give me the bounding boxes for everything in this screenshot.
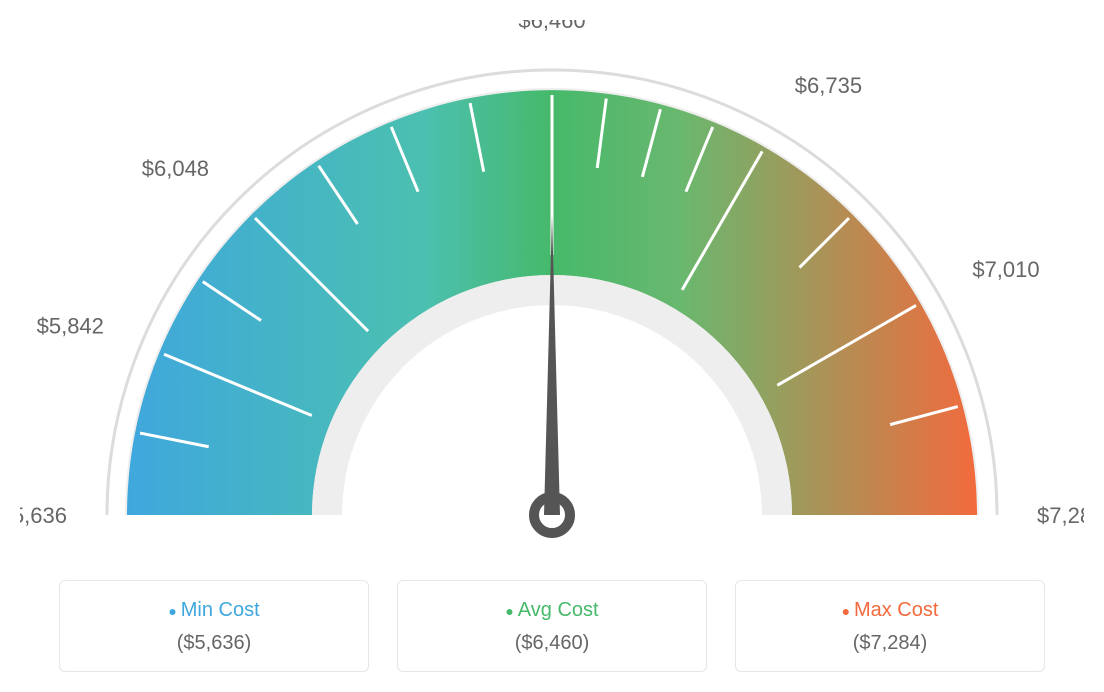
gauge-chart: $5,636 $5,842 $6,048 $6,460 $6,735 $7,010 $7,2… bbox=[20, 20, 1084, 560]
legend-card-min: Min Cost ($5,636) bbox=[59, 580, 369, 672]
gauge-tick-label: $5,842 bbox=[37, 313, 104, 338]
gauge-svg: $5,636 $5,842 $6,048 $6,460 $6,735 $7,010 $7,2… bbox=[20, 20, 1084, 560]
legend-value-min: ($5,636) bbox=[76, 632, 352, 655]
legend-card-avg: Avg Cost ($6,460) bbox=[397, 580, 707, 672]
gauge-tick-label: $6,460 bbox=[518, 20, 585, 33]
legend-value-avg: ($6,460) bbox=[414, 632, 690, 655]
gauge-tick-label: $7,010 bbox=[972, 257, 1039, 282]
gauge-tick-label: $7,284 bbox=[1037, 503, 1084, 528]
legend-title-min: Min Cost bbox=[76, 599, 352, 622]
legend-value-max: ($7,284) bbox=[752, 632, 1028, 655]
legend-card-max: Max Cost ($7,284) bbox=[735, 580, 1045, 672]
gauge-tick-label: $5,636 bbox=[20, 503, 67, 528]
gauge-tick-label: $6,048 bbox=[142, 156, 209, 181]
legend-row: Min Cost ($5,636) Avg Cost ($6,460) Max … bbox=[20, 580, 1084, 672]
gauge-tick-label: $6,735 bbox=[795, 73, 862, 98]
legend-title-max: Max Cost bbox=[752, 599, 1028, 622]
legend-title-avg: Avg Cost bbox=[414, 599, 690, 622]
